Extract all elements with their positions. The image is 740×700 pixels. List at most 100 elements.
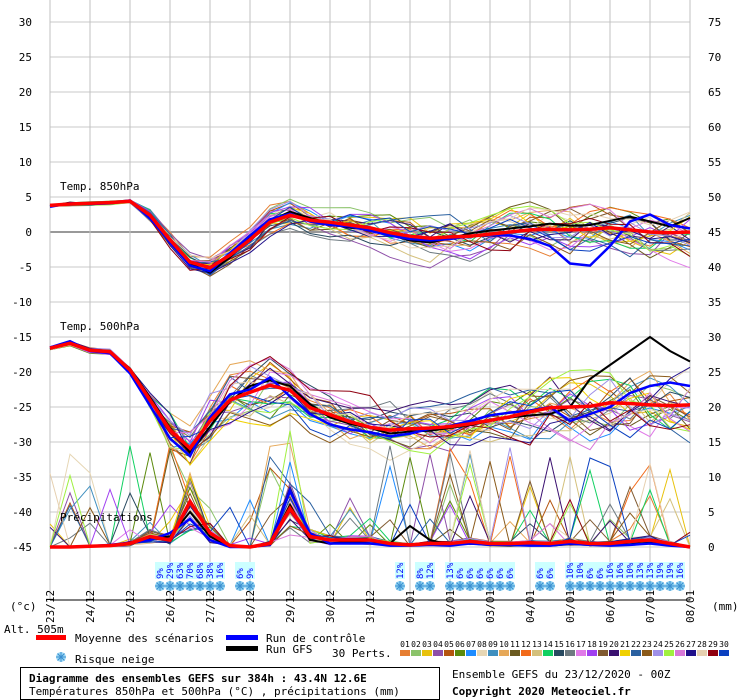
copyright: Copyright 2020 Meteociel.fr — [452, 685, 631, 698]
mean-850-line — [49, 199, 691, 270]
snow-risk-percent: 6% — [486, 568, 496, 579]
pert-legend-id: 02 — [411, 640, 421, 649]
snow-risk-marker: 13% — [645, 562, 656, 591]
snowflake-icon — [465, 581, 475, 591]
pert-legend-swatch — [510, 650, 520, 656]
pert-legend-id: 07 — [466, 640, 476, 649]
snow-risk-percent: 8% — [416, 568, 426, 579]
snowflake-icon — [215, 581, 225, 591]
snowflake-arms — [635, 581, 645, 591]
pert-legend-swatch — [400, 650, 410, 656]
label-precip: Précipitations — [60, 511, 153, 524]
snow-risk-percent: 16% — [676, 562, 686, 579]
snow-risk-marker: 6% — [455, 562, 466, 591]
snow-risk-marker: 68% — [195, 562, 206, 591]
date-label: 08/01 — [684, 590, 697, 623]
pert-legend-swatch — [466, 650, 476, 656]
snowflake-arms — [645, 581, 655, 591]
snow-risk-bg — [485, 562, 495, 579]
snow-risk-percent: 6% — [496, 568, 506, 579]
snow-risk-percent: 10% — [576, 562, 586, 579]
snowflake-icon — [645, 581, 655, 591]
snow-risk-bg — [235, 562, 245, 579]
snow-risk-bg — [155, 562, 165, 579]
right-tick-label: 40 — [708, 261, 721, 274]
pert-legend-id: 30 — [719, 640, 729, 649]
snowflake-icon — [605, 581, 615, 591]
snow-risk-percent: 68% — [196, 562, 206, 579]
snowflake-icon — [535, 581, 545, 591]
right-tick-label: 55 — [708, 156, 721, 169]
pert-legend-swatch — [686, 650, 696, 656]
snowflake-icon — [395, 581, 405, 591]
legend-gfs-swatch — [226, 646, 258, 651]
snow-risk-marker: 13% — [445, 562, 456, 591]
snowflake-arms — [445, 581, 455, 591]
snow-risk-marker: 29% — [165, 562, 176, 591]
left-tick-label: -40 — [12, 506, 32, 519]
altitude-label: Alt. 505m — [4, 623, 64, 636]
snow-risk-bg — [245, 562, 255, 579]
pert-legend-id: 18 — [587, 640, 597, 649]
snowflake-icon — [165, 581, 175, 591]
snow-risk-marker: 6% — [535, 562, 546, 591]
pert-legend-swatch — [587, 650, 597, 656]
snowflake-arms — [595, 581, 605, 591]
snowflake-icon — [195, 581, 205, 591]
pert-legend-swatch — [642, 650, 652, 656]
date-label: 29/12 — [284, 590, 297, 623]
legend-snow-label: Risque neige — [75, 653, 154, 666]
pert-legend-swatch — [444, 650, 454, 656]
snow-risk-percent: 13% — [646, 562, 656, 579]
snowflake-icon — [585, 581, 595, 591]
pert-legend-swatch — [521, 650, 531, 656]
right-tick-label: 75 — [708, 16, 721, 29]
snow-risk-bg — [455, 562, 465, 579]
snowflake-arms — [465, 581, 475, 591]
pert-legend-swatch — [598, 650, 608, 656]
snow-risk-percent: 12% — [396, 562, 406, 579]
legend-mean-label: Moyenne des scénarios — [75, 632, 214, 645]
snowflake-arms — [655, 581, 665, 591]
snowflake-icon — [635, 581, 645, 591]
snow-risk-percent: 6% — [506, 568, 516, 579]
snowflake-icon — [495, 581, 505, 591]
snow-risk-bg — [215, 562, 225, 579]
right-tick-label: 45 — [708, 226, 721, 239]
pert-legend-swatch — [543, 650, 553, 656]
right-tick-label: 15 — [708, 436, 721, 449]
snow-risk-marker: 16% — [615, 562, 626, 591]
snowflake-icon — [615, 581, 625, 591]
snowflake-icon — [545, 581, 555, 591]
snow-risk-bg — [585, 562, 595, 579]
chart-title: Diagramme des ensembles GEFS sur 384h : … — [29, 672, 367, 685]
date-label: 23/12 — [44, 590, 57, 623]
snowflake-arms — [475, 581, 485, 591]
snowflake-icon — [245, 581, 255, 591]
snow-risk-percent: 6% — [546, 568, 556, 579]
snow-risk-bg — [655, 562, 665, 579]
pert-legend-id: 11 — [510, 640, 520, 649]
date-label: 06/01 — [604, 590, 617, 623]
snow-risk-marker: 6% — [585, 562, 596, 591]
snow-risk-marker: 12% — [395, 562, 406, 591]
left-tick-label: -15 — [12, 331, 32, 344]
pert-legend-swatch — [411, 650, 421, 656]
snowflake-arms — [605, 581, 615, 591]
snow-risk-bg — [635, 562, 645, 579]
date-label: 28/12 — [244, 590, 257, 623]
snow-risk-marker: 70% — [185, 562, 196, 591]
snowflake-icon — [235, 581, 245, 591]
snowflake-arms — [625, 581, 635, 591]
snowflake-icon — [565, 581, 575, 591]
snowflake-arms — [485, 581, 495, 591]
pert-legend-id: 08 — [477, 640, 487, 649]
snow-risk-percent: 16% — [616, 562, 626, 579]
snow-risk-bg — [165, 562, 175, 579]
snowflake-icon — [665, 581, 675, 591]
legend-mean-swatch — [36, 635, 66, 640]
left-tick-label: -30 — [12, 436, 32, 449]
right-tick-label: 65 — [708, 86, 721, 99]
snow-risk-bg — [195, 562, 205, 579]
